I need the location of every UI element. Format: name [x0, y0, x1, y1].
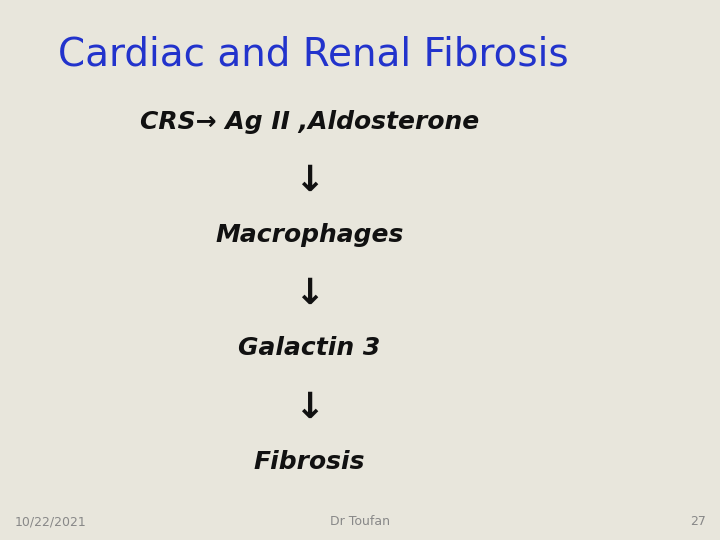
Text: ↓: ↓	[294, 391, 325, 424]
Text: Macrophages: Macrophages	[215, 223, 404, 247]
Text: Galactin 3: Galactin 3	[238, 336, 381, 360]
Text: ↓: ↓	[294, 164, 325, 198]
Text: CRS→ Ag II ,Aldosterone: CRS→ Ag II ,Aldosterone	[140, 110, 480, 133]
Text: Dr Toufan: Dr Toufan	[330, 515, 390, 528]
Text: ↓: ↓	[294, 278, 325, 311]
Text: 10/22/2021: 10/22/2021	[14, 515, 86, 528]
Text: Cardiac and Renal Fibrosis: Cardiac and Renal Fibrosis	[58, 35, 568, 73]
Text: 27: 27	[690, 515, 706, 528]
Text: Fibrosis: Fibrosis	[254, 450, 365, 474]
